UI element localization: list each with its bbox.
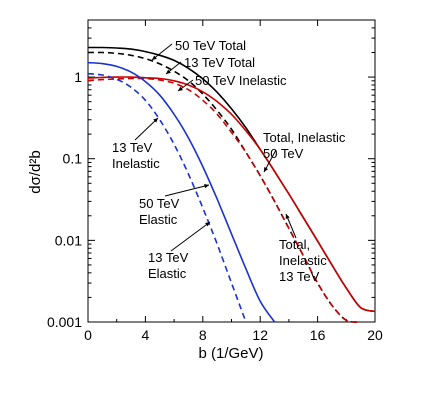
annotation-label: 50 TeV Elastic xyxy=(139,196,180,227)
annotation-label: 50 TeV Inelastic xyxy=(195,73,287,88)
annotation-arrowhead xyxy=(285,214,290,219)
annotation-leader xyxy=(170,221,211,252)
annotation-arrowhead xyxy=(152,55,157,60)
annotation-leader xyxy=(164,184,210,197)
x-tick-label: 12 xyxy=(252,327,268,343)
annotation-arrowhead xyxy=(204,183,209,189)
annotation-arrowhead xyxy=(178,86,183,91)
x-tick-label: 20 xyxy=(367,327,383,343)
annotation-label: 50 TeV Total xyxy=(175,38,246,53)
annotation-label: 13 TeV Elastic xyxy=(148,250,189,281)
x-tick-label: 16 xyxy=(310,327,326,343)
annotation-label: 13 TeV Inelastic xyxy=(112,140,160,171)
axis-ticks: 0 4 8 12 16 20 0.001 0.01 0.1 1 xyxy=(47,19,383,343)
annotation-arrowhead xyxy=(153,118,158,123)
annotation-label: Total, Inelastic 50 TeV xyxy=(263,130,346,161)
annotation-label: 13 TeV Total xyxy=(184,55,255,70)
x-axis-label: b (1/GeV) xyxy=(198,345,263,362)
annotation-arrowhead xyxy=(264,167,269,172)
annotation-label: Total, Inelastic 13 TeV xyxy=(279,237,327,284)
series-line xyxy=(87,77,361,323)
y-axis-label: dσ/d²b xyxy=(27,150,44,193)
series-line xyxy=(87,76,376,313)
y-tick-label: 0.01 xyxy=(55,232,82,248)
annotation-arrowhead xyxy=(205,222,210,227)
y-tick-label: 1 xyxy=(74,69,82,85)
y-tick-label: 0.001 xyxy=(47,314,82,330)
annotation-leader xyxy=(134,117,159,141)
x-tick-label: 4 xyxy=(142,327,150,343)
series-lines xyxy=(87,46,376,323)
annotation-arrowhead xyxy=(166,69,171,74)
x-tick-label: 8 xyxy=(199,327,207,343)
y-tick-label: 0.1 xyxy=(63,151,83,167)
series-line xyxy=(87,51,361,323)
series-line xyxy=(87,61,276,323)
x-tick-label: 0 xyxy=(84,327,92,343)
series-line xyxy=(87,72,247,323)
annotations: 50 TeV Total 13 TeV Total 50 TeV Inelastic… xyxy=(112,38,346,284)
